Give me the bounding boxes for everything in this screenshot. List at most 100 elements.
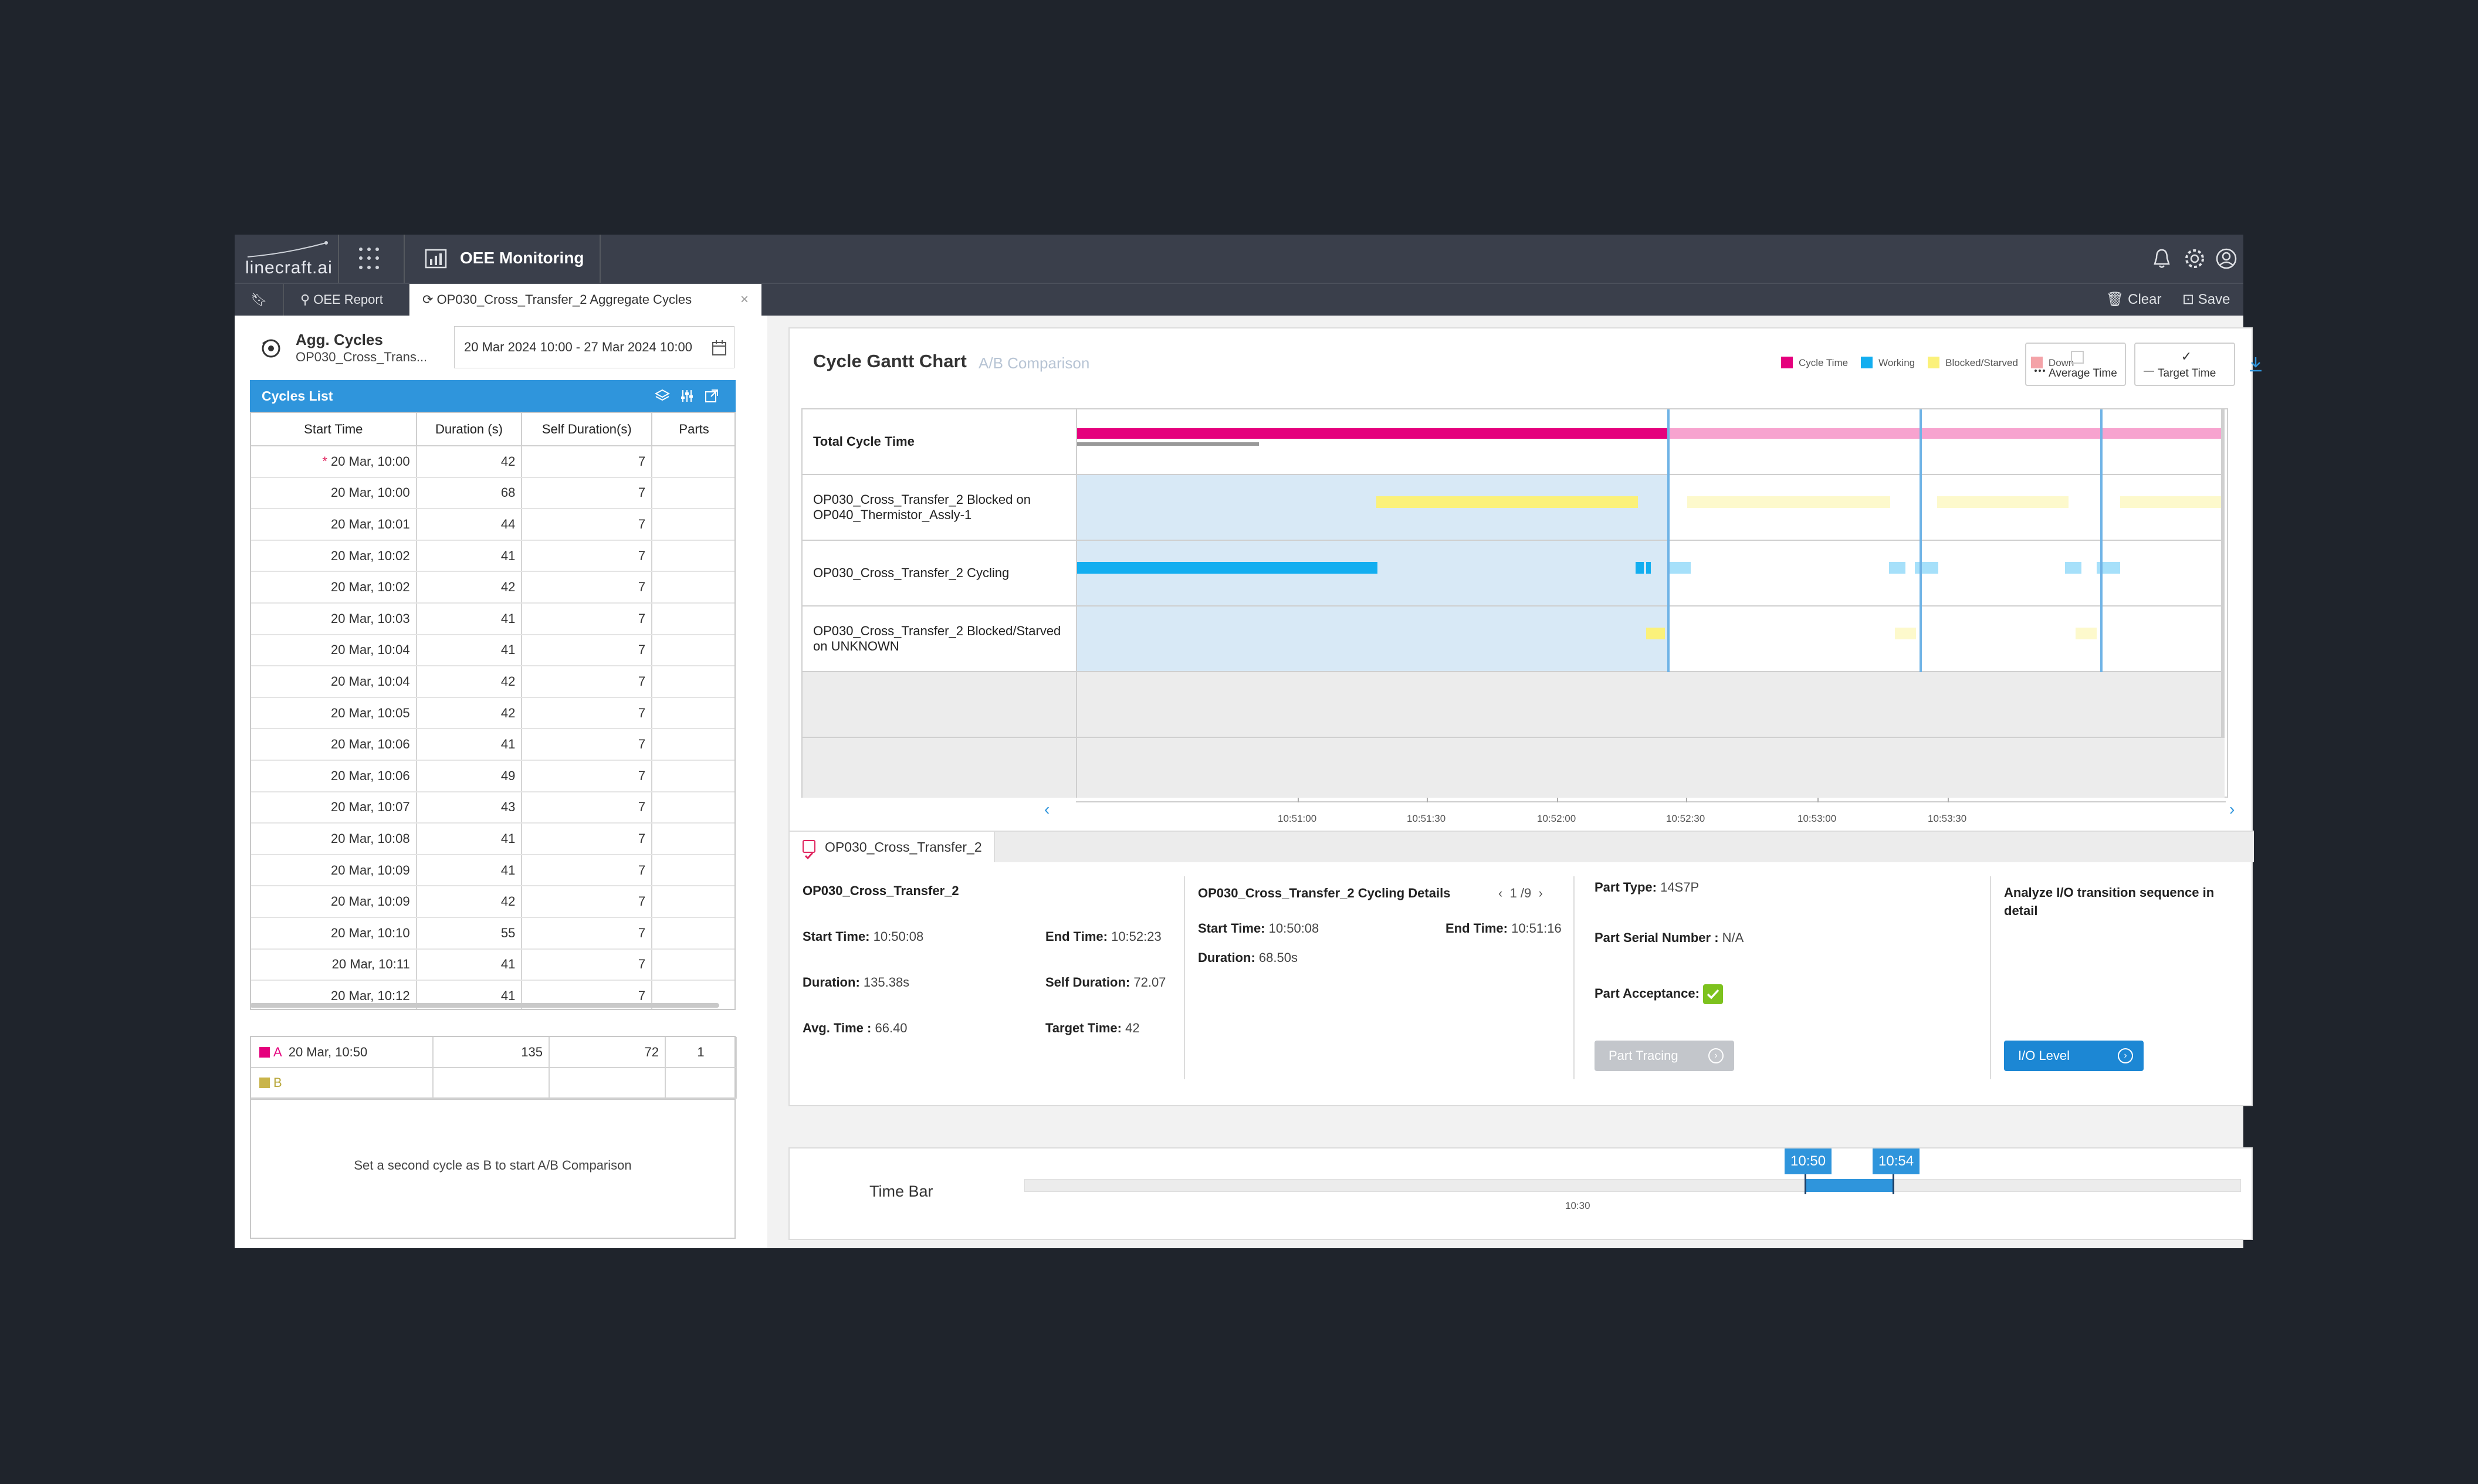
blocked-bar[interactable] bbox=[1937, 496, 2069, 508]
cycling-start-value: 10:50:08 bbox=[1268, 921, 1319, 936]
column-header[interactable]: Parts bbox=[652, 413, 734, 446]
column-header[interactable]: Duration (s) bbox=[416, 413, 523, 446]
time-bar-end-handle[interactable]: 10:54 bbox=[1873, 1148, 1920, 1174]
table-row[interactable]: 20 Mar, 10:04 41 7 bbox=[251, 634, 734, 667]
starved-bar[interactable] bbox=[2076, 628, 2097, 639]
bookmark-tab[interactable]: 🔖︎ bbox=[235, 284, 284, 316]
average-time-toggle[interactable]: Average Time bbox=[2025, 343, 2126, 386]
legend-item[interactable]: Cycle Time bbox=[1781, 357, 1848, 369]
table-row[interactable]: 20 Mar, 10:05 42 7 bbox=[251, 697, 734, 730]
table-row[interactable]: 20 Mar, 10:09 42 7 bbox=[251, 886, 734, 918]
bell-icon[interactable] bbox=[2149, 246, 2174, 271]
duration-label: Duration: bbox=[803, 975, 860, 990]
pager-next-icon[interactable]: › bbox=[1538, 886, 1543, 900]
part-type-value: 14S7P bbox=[1660, 880, 1700, 895]
legend-item[interactable]: Down bbox=[2030, 357, 2074, 369]
blocked-bar[interactable] bbox=[1376, 496, 1638, 508]
blocked-bar[interactable] bbox=[2120, 496, 2221, 508]
table-row[interactable]: 20 Mar, 10:08 41 7 bbox=[251, 823, 734, 855]
cell-start: 20 Mar, 10:01 bbox=[251, 509, 417, 541]
scroll-left-chevron-icon[interactable]: ‹ bbox=[1044, 800, 1050, 818]
working-bar[interactable] bbox=[1636, 562, 1644, 574]
blocked-bar[interactable] bbox=[1687, 496, 1890, 508]
cell-parts bbox=[652, 917, 734, 950]
module-title[interactable]: OEE Monitoring bbox=[405, 235, 601, 283]
io-level-button[interactable]: I/O Level › bbox=[2004, 1041, 2144, 1071]
cell-self: 7 bbox=[522, 602, 653, 635]
close-tab-icon[interactable]: × bbox=[740, 292, 749, 307]
table-row[interactable]: 20 Mar, 10:01 44 7 bbox=[251, 509, 734, 541]
ab-row-b[interactable]: B bbox=[251, 1068, 737, 1099]
working-bar[interactable] bbox=[2097, 562, 2120, 574]
filter-sliders-icon[interactable] bbox=[679, 388, 695, 404]
legend-item[interactable]: Working bbox=[1861, 357, 1915, 369]
cycle-time-bar-others[interactable] bbox=[1670, 428, 2221, 439]
pager-prev-icon[interactable]: ‹ bbox=[1498, 886, 1503, 900]
table-row[interactable]: 20 Mar, 10:11 41 7 bbox=[251, 948, 734, 981]
cell-duration: 42 bbox=[416, 666, 523, 698]
time-tick-label: 10:53:00 bbox=[1797, 813, 1837, 824]
time-bar-selection[interactable] bbox=[1805, 1179, 1893, 1192]
scroll-right-chevron-icon[interactable]: › bbox=[2229, 800, 2235, 818]
gantt-subtitle[interactable]: A/B Comparison bbox=[979, 354, 1090, 372]
clear-button[interactable]: 🗑︎ Clear bbox=[2106, 284, 2162, 316]
table-row[interactable]: 20 Mar, 10:06 49 7 bbox=[251, 760, 734, 792]
table-row[interactable]: 20 Mar, 10:10 55 7 bbox=[251, 917, 734, 950]
table-row[interactable]: 20 Mar, 10:00 68 7 bbox=[251, 477, 734, 510]
station-checkbox[interactable] bbox=[803, 840, 815, 860]
column-header[interactable]: Start Time bbox=[251, 413, 417, 446]
horizontal-scrollbar[interactable] bbox=[250, 1003, 719, 1008]
save-button[interactable]: ⊡ Save bbox=[2182, 284, 2230, 316]
table-row[interactable]: 20 Mar, 10:09 41 7 bbox=[251, 854, 734, 887]
working-bar[interactable] bbox=[1915, 562, 1938, 574]
legend-swatch bbox=[1861, 357, 1873, 368]
gear-icon[interactable] bbox=[2182, 246, 2207, 271]
tab-aggregate-cycles-label: OP030_Cross_Transfer_2 Aggregate Cycles bbox=[436, 292, 692, 307]
external-link-icon[interactable] bbox=[704, 388, 719, 404]
cell-duration: 42 bbox=[416, 446, 523, 478]
target-time-toggle[interactable]: ✓ Target Time bbox=[2134, 343, 2235, 386]
column-header[interactable]: Self Duration(s) bbox=[522, 413, 653, 446]
table-row[interactable]: 20 Mar, 10:02 42 7 bbox=[251, 571, 734, 604]
tab-oee-report[interactable]: ⚲ OEE Report bbox=[284, 284, 409, 316]
logo[interactable]: linecraft.ai bbox=[235, 235, 339, 283]
table-row[interactable]: 20 Mar, 10:02 41 7 bbox=[251, 540, 734, 572]
table-row[interactable]: 20 Mar, 10:07 43 7 bbox=[251, 791, 734, 824]
target-time-checkbox[interactable]: ✓ bbox=[2181, 349, 2192, 364]
cycles-table: Start Time Duration (s) Self Duration(s) Pa… bbox=[250, 412, 736, 1010]
time-axis bbox=[1076, 801, 2226, 802]
table-row[interactable]: 20 Mar, 10:04 42 7 bbox=[251, 666, 734, 698]
user-circle-icon[interactable] bbox=[2214, 246, 2239, 271]
tab-aggregate-cycles[interactable]: ⟳ OP030_Cross_Transfer_2 Aggregate Cycle… bbox=[409, 284, 761, 316]
download-icon[interactable] bbox=[2248, 355, 2263, 373]
apps-grid-button[interactable] bbox=[339, 235, 405, 283]
date-range-picker[interactable]: 20 Mar 2024 10:00 - 27 Mar 2024 10:00 bbox=[454, 326, 734, 368]
time-tick-mark bbox=[1427, 798, 1428, 802]
working-bar[interactable] bbox=[1077, 562, 1377, 574]
table-row[interactable]: * 20 Mar, 10:00 42 7 bbox=[251, 446, 734, 478]
detail-tab-op030[interactable]: OP030_Cross_Transfer_2 bbox=[790, 832, 995, 862]
cell-parts bbox=[652, 697, 734, 730]
cycle-time-bar-a[interactable] bbox=[1077, 428, 1667, 439]
starved-bar[interactable] bbox=[1895, 628, 1916, 639]
table-row[interactable]: 20 Mar, 10:06 41 7 bbox=[251, 729, 734, 761]
working-bar[interactable] bbox=[1889, 562, 1905, 574]
part-tracing-button[interactable]: Part Tracing › bbox=[1595, 1041, 1734, 1071]
starved-bar[interactable] bbox=[1646, 628, 1665, 639]
ab-row-a[interactable]: A 20 Mar, 10:50 135 72 1 bbox=[251, 1037, 737, 1068]
table-row[interactable]: 20 Mar, 10:03 41 7 bbox=[251, 602, 734, 635]
time-bar-track[interactable] bbox=[1024, 1179, 2241, 1192]
working-bar[interactable] bbox=[1646, 562, 1651, 574]
vertical-scrollbar[interactable] bbox=[2221, 409, 2225, 738]
time-tick-mark bbox=[1557, 798, 1558, 802]
legend-item[interactable]: Blocked/Starved bbox=[1928, 357, 2018, 369]
working-bar[interactable] bbox=[1670, 562, 1691, 574]
clear-label: Clear bbox=[2128, 292, 2162, 307]
cell-self: 7 bbox=[522, 791, 653, 824]
cell-parts bbox=[652, 729, 734, 761]
average-time-checkbox[interactable] bbox=[2071, 351, 2084, 364]
gantt-title: Cycle Gantt Chart bbox=[813, 351, 967, 371]
layers-icon[interactable] bbox=[655, 388, 670, 404]
time-bar-start-handle[interactable]: 10:50 bbox=[1785, 1148, 1832, 1174]
working-bar[interactable] bbox=[2065, 562, 2081, 574]
